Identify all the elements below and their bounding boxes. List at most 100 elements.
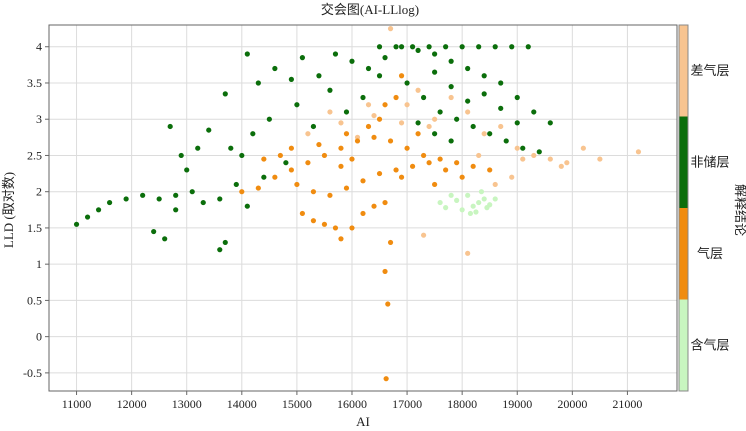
data-point bbox=[473, 209, 479, 215]
data-point bbox=[261, 174, 267, 180]
data-point bbox=[531, 109, 537, 115]
data-point bbox=[432, 69, 438, 75]
data-point bbox=[558, 163, 564, 169]
data-point bbox=[305, 160, 311, 166]
data-point bbox=[514, 120, 520, 126]
data-point bbox=[233, 181, 239, 188]
data-point bbox=[470, 163, 476, 169]
data-point bbox=[360, 210, 366, 217]
data-point bbox=[426, 44, 432, 50]
data-point bbox=[272, 174, 278, 180]
data-point bbox=[343, 109, 350, 115]
data-point bbox=[338, 236, 344, 242]
x-tick-label: 14000 bbox=[227, 397, 257, 411]
data-point bbox=[404, 145, 410, 151]
x-tick-label: 13000 bbox=[172, 397, 202, 411]
data-point bbox=[156, 196, 162, 202]
colorbar-title: 解释结论 bbox=[733, 184, 746, 236]
y-tick-label: 3.5 bbox=[27, 76, 42, 90]
y-tick-label: 4 bbox=[36, 40, 42, 54]
x-tick-label: 18000 bbox=[447, 397, 477, 411]
data-point bbox=[635, 149, 642, 155]
data-point bbox=[448, 138, 454, 144]
data-point bbox=[443, 44, 449, 50]
data-point bbox=[382, 268, 388, 275]
x-tick-label: 17000 bbox=[392, 397, 422, 411]
data-point bbox=[420, 94, 427, 101]
data-point bbox=[382, 199, 388, 206]
data-point bbox=[398, 44, 405, 50]
grid bbox=[49, 25, 677, 391]
data-point bbox=[531, 152, 537, 159]
data-point bbox=[310, 123, 317, 130]
data-point bbox=[244, 51, 250, 57]
data-point bbox=[580, 145, 586, 151]
data-point bbox=[481, 196, 487, 202]
data-point bbox=[415, 120, 421, 126]
data-point bbox=[167, 123, 173, 130]
x-tick-label: 19000 bbox=[502, 397, 532, 411]
data-point bbox=[305, 131, 311, 137]
data-point bbox=[360, 178, 366, 184]
data-point bbox=[514, 145, 520, 151]
colorbar-label: 非储层 bbox=[690, 154, 729, 169]
data-point bbox=[338, 163, 344, 169]
colorbar-label: 差气层 bbox=[690, 63, 729, 78]
colorbar-segment bbox=[679, 116, 688, 208]
data-point bbox=[467, 210, 474, 217]
data-point bbox=[371, 203, 377, 209]
data-point bbox=[294, 102, 300, 108]
y-tick-label: 2 bbox=[36, 185, 42, 199]
data-point bbox=[476, 44, 482, 50]
data-point bbox=[228, 145, 234, 151]
data-point bbox=[365, 65, 372, 72]
data-point bbox=[481, 131, 487, 137]
data-point bbox=[310, 218, 317, 224]
data-point bbox=[393, 94, 399, 101]
data-point bbox=[520, 156, 526, 162]
data-point bbox=[140, 192, 146, 198]
data-point bbox=[266, 116, 272, 122]
data-point bbox=[520, 145, 526, 151]
data-point bbox=[385, 301, 391, 307]
data-point bbox=[470, 123, 476, 130]
data-point bbox=[597, 156, 603, 162]
data-point bbox=[437, 156, 443, 162]
colorbar-segment bbox=[679, 299, 688, 391]
data-point bbox=[448, 84, 454, 90]
data-point bbox=[338, 145, 344, 151]
data-point bbox=[415, 131, 421, 137]
y-tick-label: 2.5 bbox=[27, 148, 42, 162]
data-point bbox=[465, 109, 471, 115]
colorbar-segment bbox=[679, 208, 688, 300]
y-tick-label: 0 bbox=[36, 330, 42, 344]
data-point bbox=[360, 94, 366, 101]
data-point bbox=[448, 192, 454, 198]
data-point bbox=[409, 44, 416, 50]
data-point bbox=[415, 47, 421, 53]
y-tick-label: 1.5 bbox=[27, 221, 42, 235]
data-point bbox=[123, 196, 129, 202]
data-point bbox=[349, 156, 355, 162]
data-point bbox=[459, 207, 465, 213]
data-point bbox=[151, 228, 157, 235]
data-point bbox=[536, 149, 542, 155]
data-point bbox=[343, 131, 350, 137]
data-point bbox=[217, 247, 223, 253]
data-point bbox=[162, 236, 168, 242]
data-point bbox=[564, 160, 570, 166]
data-point bbox=[332, 225, 339, 231]
x-tick-label: 12000 bbox=[117, 397, 147, 411]
data-point bbox=[261, 156, 267, 162]
data-point bbox=[387, 26, 394, 32]
data-point bbox=[244, 203, 250, 209]
data-point bbox=[432, 131, 438, 137]
data-point bbox=[200, 199, 206, 206]
data-point bbox=[509, 44, 515, 50]
data-point bbox=[470, 203, 476, 209]
data-point bbox=[454, 197, 460, 203]
colorbar-frame bbox=[678, 24, 689, 392]
data-point bbox=[420, 152, 427, 159]
data-point bbox=[432, 181, 438, 188]
